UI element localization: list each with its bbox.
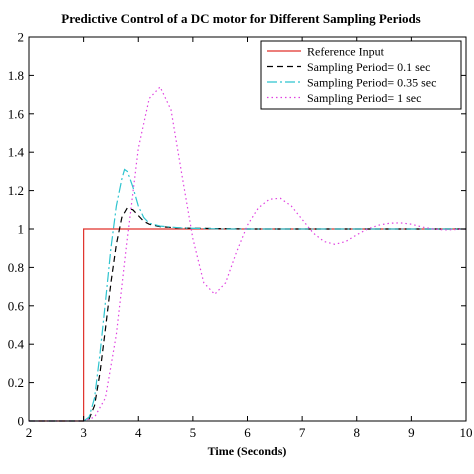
x-tick-label: 3 <box>80 425 87 440</box>
y-tick-label: 0 <box>18 414 25 429</box>
x-tick-label: 5 <box>190 425 197 440</box>
x-tick-label: 2 <box>26 425 33 440</box>
y-tick-label: 0.6 <box>8 298 25 313</box>
y-tick-label: 1.8 <box>8 68 24 83</box>
legend-label-3: Sampling Period= 1 sec <box>307 91 421 105</box>
x-tick-label: 10 <box>460 425 473 440</box>
y-tick-label: 2 <box>18 30 25 45</box>
x-tick-label: 9 <box>408 425 415 440</box>
series-line-3 <box>29 85 467 422</box>
y-tick-label: 0.2 <box>8 375 24 390</box>
series-line-0 <box>29 228 466 422</box>
y-tick-label: 1.2 <box>8 183 24 198</box>
x-tick-label: 6 <box>244 425 251 440</box>
x-tick-label: 4 <box>135 425 142 440</box>
plot-lines <box>29 85 467 422</box>
legend-label-0: Reference Input <box>307 45 385 59</box>
y-axis: 0 0.2 0.4 0.6 0.8 1 1.2 1.4 1.6 1.8 2 <box>8 30 466 429</box>
series-line-2 <box>29 168 466 422</box>
x-tick-label: 7 <box>299 425 306 440</box>
y-tick-label: 0.4 <box>8 337 25 352</box>
y-tick-label: 1.6 <box>8 106 25 121</box>
chart-title: Predictive Control of a DC motor for Dif… <box>61 11 421 26</box>
y-tick-label: 0.8 <box>8 260 24 275</box>
series-line-1 <box>29 207 466 422</box>
legend-label-2: Sampling Period= 0.35 sec <box>307 76 436 90</box>
x-axis-label: Time (Seconds) <box>208 444 287 458</box>
y-tick-label: 1.4 <box>8 145 25 160</box>
x-axis: 2 3 4 5 6 7 8 9 10 <box>26 37 473 440</box>
legend-label-1: Sampling Period= 0.1 sec <box>307 60 430 74</box>
x-tick-label: 8 <box>354 425 361 440</box>
y-tick-label: 1 <box>18 222 25 237</box>
